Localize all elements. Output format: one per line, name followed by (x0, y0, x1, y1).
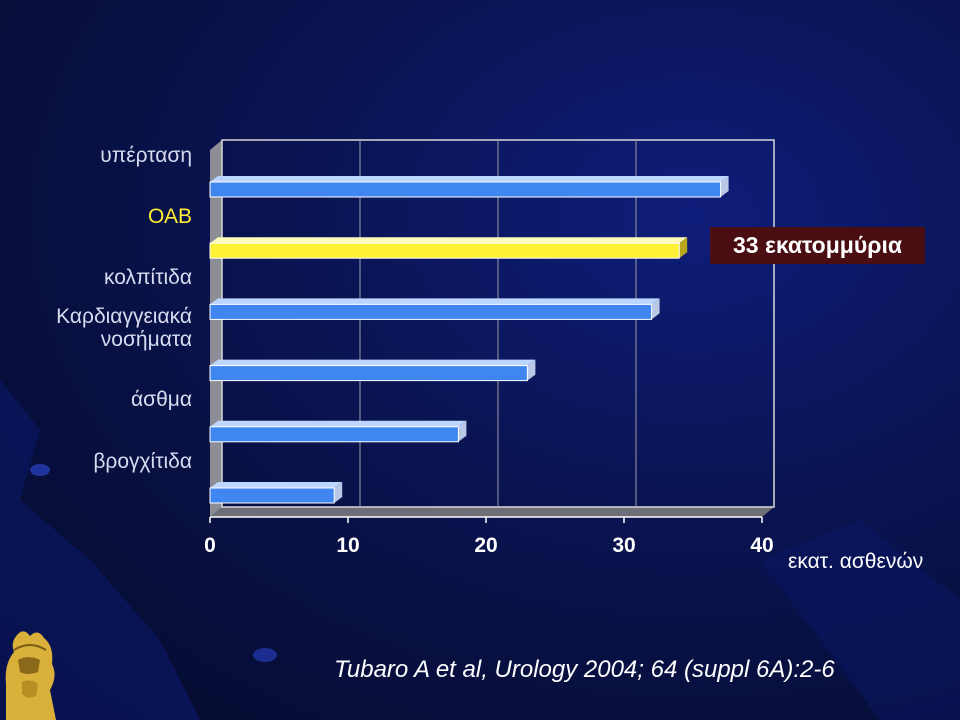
athena-helmet-logo (5, 631, 56, 720)
bar-end (679, 237, 688, 259)
oab-callout: 33 εκατομμύρια (710, 227, 925, 264)
category-label: υπέρταση (100, 143, 192, 167)
bar-face (209, 426, 459, 443)
bar (209, 420, 467, 443)
bar-face (209, 365, 528, 382)
bar-top (210, 298, 660, 305)
x-tick-label: 0 (204, 534, 216, 557)
bar (209, 176, 729, 198)
bar-face (209, 487, 335, 504)
bar (209, 482, 343, 504)
bar-end (527, 359, 536, 381)
x-tick-label: 10 (336, 534, 359, 557)
category-label: βρογχίτιδα (93, 449, 192, 473)
x-axis-label: εκατ. ασθενών (788, 550, 924, 573)
citation: Tubaro A et al, Urology 2004; 64 (suppl … (334, 656, 835, 683)
bar-top (210, 176, 729, 182)
x-tick-label: 20 (474, 534, 497, 557)
category-label: Καρδιαγγειακά νοσήματα (56, 305, 192, 352)
bar (209, 359, 536, 382)
x-tick-labels: 0 10 20 30 40 (204, 517, 774, 557)
bar-top (210, 482, 343, 488)
bar-end (458, 420, 467, 442)
bar-end (651, 298, 660, 320)
bar-end (720, 176, 729, 197)
x-tick-label: 40 (750, 534, 773, 557)
bar-face (209, 242, 680, 259)
x-tick-label: 30 (612, 534, 635, 557)
bar-top (210, 237, 688, 244)
bar (209, 298, 660, 320)
bars (209, 176, 729, 504)
category-label: κολπίτιδα (104, 265, 192, 289)
category-label: ΟΑΒ (148, 204, 192, 228)
plot-floor (210, 507, 774, 517)
bar-top (210, 359, 536, 366)
bar-top (210, 420, 467, 427)
bar (209, 237, 688, 259)
category-label: άσθμα (130, 388, 192, 412)
bar-face (209, 181, 722, 198)
bar-face (209, 303, 653, 320)
gridlines (359, 140, 637, 507)
bar-end (334, 482, 343, 503)
